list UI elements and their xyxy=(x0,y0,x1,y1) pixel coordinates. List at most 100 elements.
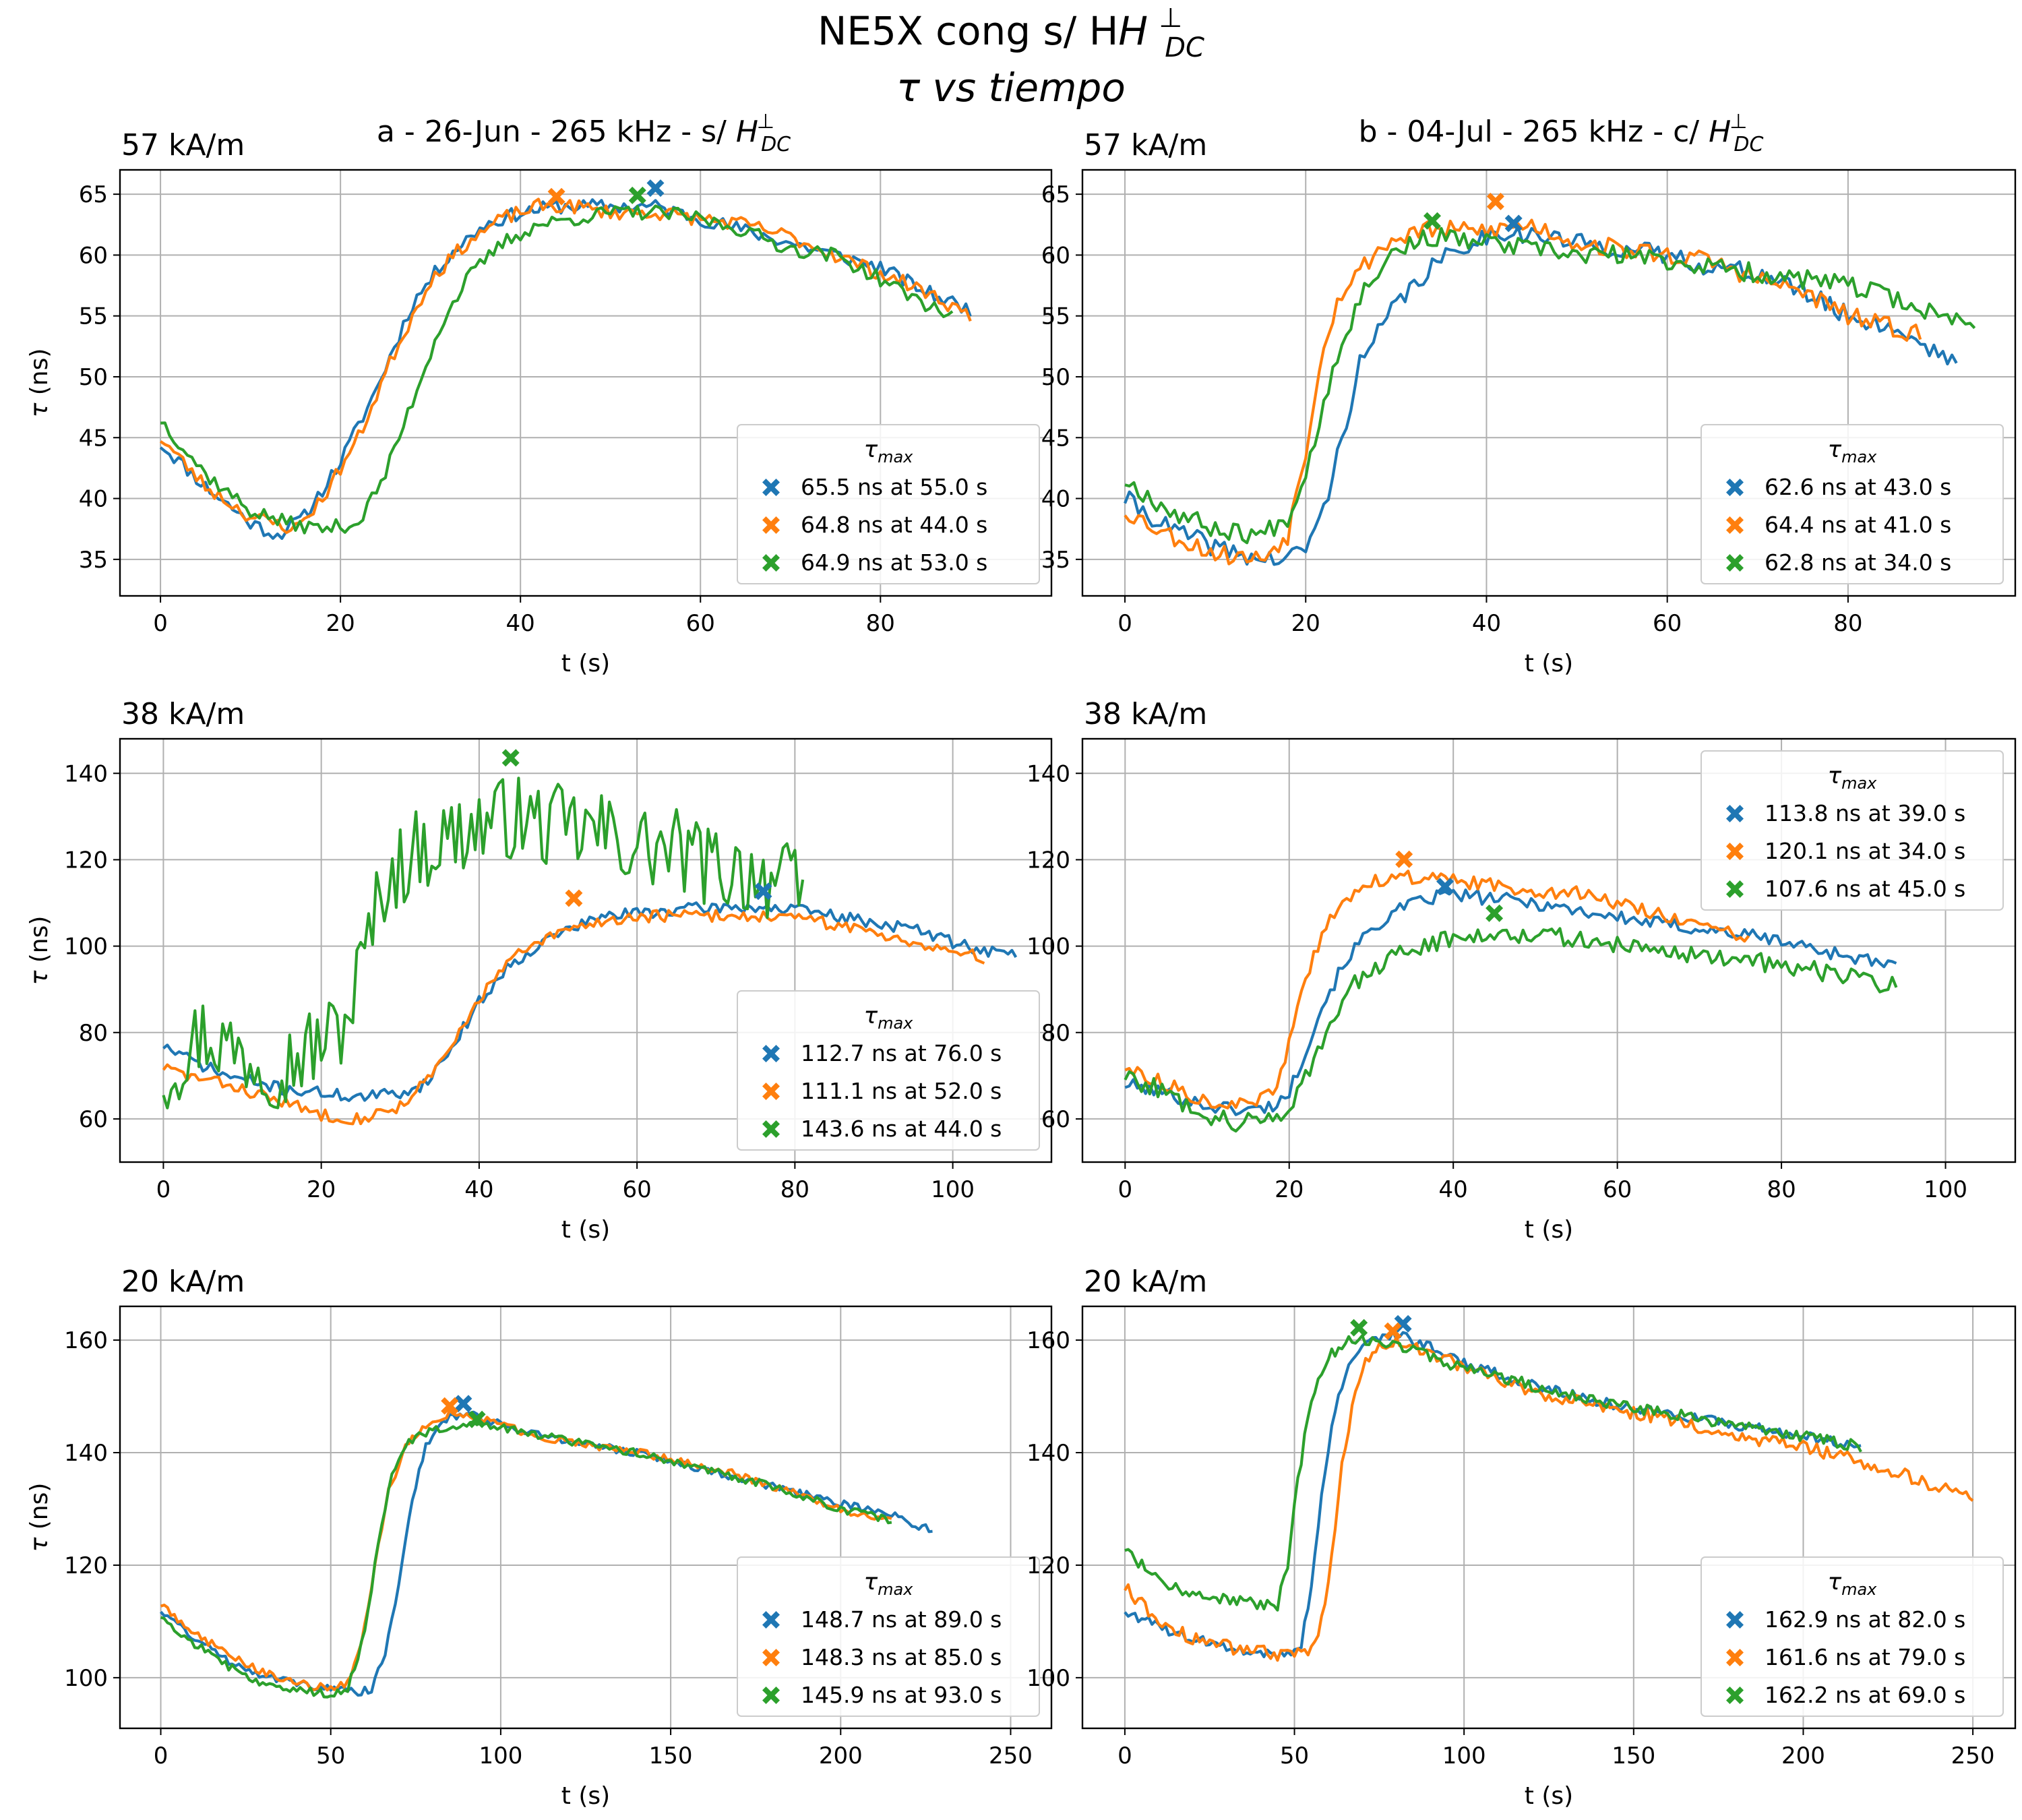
axis-ticks: 0 20 40 60 80 100 60 80 100 120 140 xyxy=(64,760,975,1203)
y-tick-label: 140 xyxy=(1027,760,1070,787)
legend: τmax 113.8 ns at 39.0 s 120.1 ns at 34.0 s… xyxy=(1701,750,2004,911)
y-tick-label: 160 xyxy=(1027,1327,1070,1354)
legend-title-sub: max xyxy=(878,448,913,466)
y-tick-label: 40 xyxy=(79,486,108,513)
legend-marker-blue xyxy=(762,1611,780,1629)
legend-entry: 162.2 ns at 69.0 s xyxy=(1765,1682,1965,1708)
legend-marker-green xyxy=(762,1687,780,1704)
figure-title-h: H xyxy=(1118,8,1148,54)
legend-box xyxy=(737,990,1040,1151)
legend-marker-orange xyxy=(762,1083,780,1100)
series-line-blue xyxy=(162,901,1018,1102)
legend-marker-orange xyxy=(1726,1649,1744,1666)
series-line-blue xyxy=(1124,1330,1862,1661)
legend-box xyxy=(737,1556,1040,1717)
x-tick-label: 20 xyxy=(1275,1176,1304,1203)
legend-title-sub: max xyxy=(878,1580,913,1599)
y-tick-label: 35 xyxy=(1041,547,1070,574)
y-tick-label: 45 xyxy=(79,425,108,452)
y-axis-label: τ (ns) xyxy=(26,1483,53,1552)
figure-title-sub: DC xyxy=(1165,32,1204,63)
x-tick-label: 40 xyxy=(506,610,535,637)
max-marker-green xyxy=(501,749,520,767)
y-tick-label: 45 xyxy=(1041,425,1070,452)
legend-entry: 148.3 ns at 85.0 s xyxy=(801,1644,1002,1670)
x-tick-label: 60 xyxy=(1653,610,1682,637)
x-tick-label: 40 xyxy=(1439,1176,1468,1203)
x-tick-label: 0 xyxy=(154,1742,168,1769)
max-markers xyxy=(1423,192,1523,233)
column-title-sup: ⊥ xyxy=(1729,110,1747,133)
series-lines xyxy=(159,198,972,540)
max-marker-orange xyxy=(565,889,583,907)
column-title: a - 26-Jun - 265 kHz - s/ H⊥ DC xyxy=(377,110,791,156)
x-tick-label: 80 xyxy=(780,1176,809,1203)
y-tick-label: 100 xyxy=(64,934,108,961)
legend-box xyxy=(737,424,1040,584)
legend: τmax 62.6 ns at 43.0 s 64.4 ns at 41.0 s 62… xyxy=(1701,424,2004,584)
max-marker-blue xyxy=(1436,878,1454,896)
max-markers xyxy=(547,179,665,206)
y-tick-label: 50 xyxy=(1041,364,1070,391)
y-axis-label-symbol: τ xyxy=(26,1537,53,1552)
chart-panel-top-left: 0 20 40 60 80 35 40 45 50 55 60 65 t (s) τ (ns) 57 kA/… xyxy=(26,110,1053,677)
x-tick-label: 40 xyxy=(464,1176,493,1203)
max-marker-green xyxy=(628,186,646,204)
x-tick-label: 40 xyxy=(1472,610,1501,637)
y-tick-label: 120 xyxy=(1027,847,1070,874)
max-marker-green xyxy=(1423,212,1441,230)
x-tick-label: 200 xyxy=(1781,1742,1825,1769)
max-marker-orange xyxy=(547,187,565,206)
legend-title-sub: max xyxy=(878,1014,913,1033)
legend-entry: 111.1 ns at 52.0 s xyxy=(801,1078,1002,1104)
legend-marker-orange xyxy=(762,1649,780,1666)
legend-entry: 64.9 ns at 53.0 s xyxy=(801,549,987,576)
x-tick-label: 50 xyxy=(1280,1742,1309,1769)
y-tick-label: 120 xyxy=(64,847,108,874)
y-axis-label-unit: (ns) xyxy=(26,916,53,971)
series-line-orange xyxy=(159,198,972,535)
column-title-sub: DC xyxy=(761,133,791,156)
x-tick-label: 60 xyxy=(1603,1176,1632,1203)
x-tick-label: 60 xyxy=(622,1176,651,1203)
x-tick-label: 0 xyxy=(153,610,168,637)
plot-frame xyxy=(119,169,1053,597)
field-label: 57 kA/m xyxy=(121,128,245,162)
series-line-green xyxy=(162,777,805,1110)
series-line-blue xyxy=(1124,888,1897,1116)
legend-title-symbol: τ xyxy=(864,436,878,463)
max-markers xyxy=(1395,850,1504,922)
legend-title: τmax xyxy=(1828,436,1878,466)
column-title-text: a - 26-Jun - 265 kHz - s/ xyxy=(377,115,736,149)
series-lines xyxy=(162,777,1018,1126)
field-label: 20 kA/m xyxy=(121,1265,245,1299)
y-tick-label: 120 xyxy=(1027,1552,1070,1579)
column-title-text: b - 04-Jul - 265 kHz - c/ xyxy=(1359,115,1709,149)
x-tick-label: 150 xyxy=(1612,1742,1655,1769)
x-tick-label: 150 xyxy=(649,1742,693,1769)
series-lines xyxy=(1124,870,1898,1133)
series-line-orange xyxy=(162,909,985,1126)
series-line-orange xyxy=(1124,218,1922,566)
x-axis-label: t (s) xyxy=(561,650,610,677)
plot-frame xyxy=(1081,737,2017,1163)
legend-entry: 148.7 ns at 89.0 s xyxy=(801,1606,1002,1633)
legend-box xyxy=(1701,1556,2004,1717)
legend-marker-orange xyxy=(1726,843,1744,860)
legend-entry: 161.6 ns at 79.0 s xyxy=(1765,1644,1965,1670)
legend-entry: 120.1 ns at 34.0 s xyxy=(1765,838,1965,864)
legend-entry: 143.6 ns at 44.0 s xyxy=(801,1116,1002,1142)
chart-panel-top-right: 0 20 40 60 80 35 40 45 50 55 60 65 t (s) 57 kA/m b - 0… xyxy=(1041,110,2017,677)
legend-marker-green xyxy=(762,554,780,572)
legend-title-symbol: τ xyxy=(1828,436,1842,463)
y-tick-label: 100 xyxy=(64,1665,108,1692)
y-tick-label: 140 xyxy=(64,1440,108,1467)
legend-entry: 162.9 ns at 82.0 s xyxy=(1765,1606,1965,1633)
series-line-orange xyxy=(1124,1335,1974,1662)
y-tick-label: 55 xyxy=(79,303,108,330)
y-tick-label: 80 xyxy=(1041,1020,1070,1047)
series-line-orange xyxy=(1124,870,1750,1110)
x-tick-label: 250 xyxy=(1951,1742,1995,1769)
legend-marker-blue xyxy=(762,1045,780,1062)
legend-marker-blue xyxy=(1726,1611,1744,1629)
